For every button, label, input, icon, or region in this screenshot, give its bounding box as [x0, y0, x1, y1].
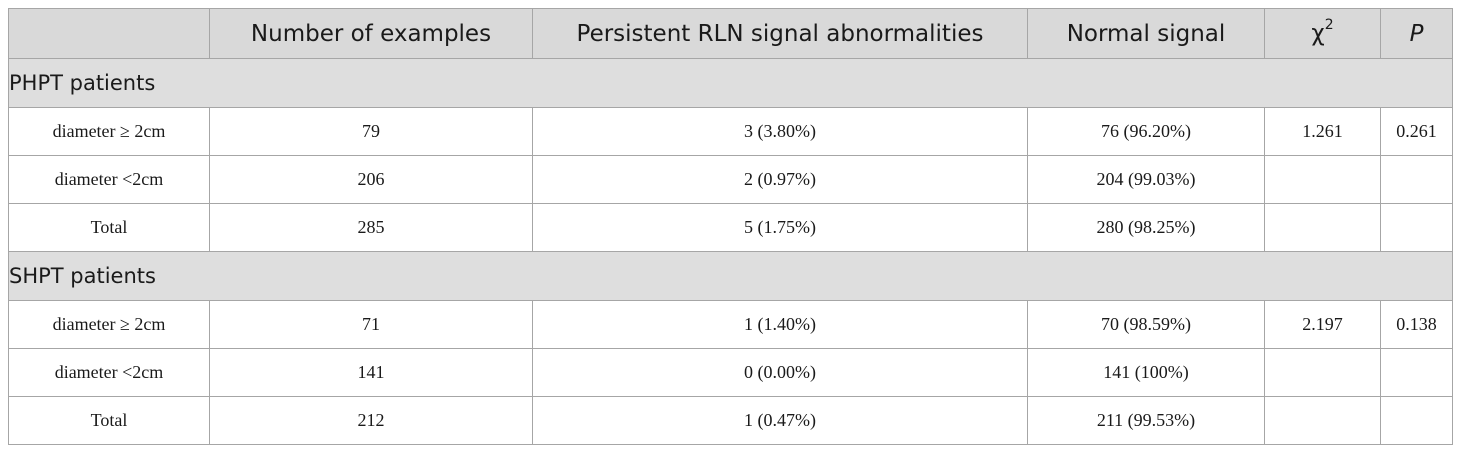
- cell-p-value: [1380, 348, 1453, 397]
- cell-p-value: [1380, 396, 1453, 445]
- header-row: Number of examples Persistent RLN signal…: [8, 8, 1453, 59]
- cell-normal-signal: 204 (99.03%): [1027, 155, 1265, 204]
- cell-persistent-rln: 5 (1.75%): [532, 203, 1028, 252]
- section-row-shpt: SHPT patients: [8, 251, 1453, 301]
- cell-persistent-rln: 2 (0.97%): [532, 155, 1028, 204]
- cell-normal-signal: 141 (100%): [1027, 348, 1265, 397]
- row-label: Total: [8, 396, 210, 445]
- section-title: SHPT patients: [8, 251, 1453, 301]
- cell-persistent-rln: 1 (1.40%): [532, 300, 1028, 349]
- row-label: diameter <2cm: [8, 155, 210, 204]
- cell-persistent-rln: 3 (3.80%): [532, 107, 1028, 156]
- cell-p-value: 0.261: [1380, 107, 1453, 156]
- cell-chi-square: [1264, 348, 1381, 397]
- chi-superscript: 2: [1324, 17, 1334, 34]
- row-label: diameter ≥ 2cm: [8, 300, 210, 349]
- cell-number-of-examples: 141: [209, 348, 533, 397]
- table-row: diameter <2cm 141 0 (0.00%) 141 (100%): [8, 348, 1453, 397]
- cell-number-of-examples: 71: [209, 300, 533, 349]
- row-label: Total: [8, 203, 210, 252]
- cell-normal-signal: 280 (98.25%): [1027, 203, 1265, 252]
- cell-number-of-examples: 79: [209, 107, 533, 156]
- cell-chi-square: [1264, 155, 1381, 204]
- header-persistent-rln-signal: Persistent RLN signal abnormalities: [532, 8, 1028, 59]
- table-row: Total 212 1 (0.47%) 211 (99.53%): [8, 396, 1453, 445]
- cell-chi-square: 1.261: [1264, 107, 1381, 156]
- cell-number-of-examples: 285: [209, 203, 533, 252]
- row-label: diameter <2cm: [8, 348, 210, 397]
- cell-chi-square: 2.197: [1264, 300, 1381, 349]
- header-p-value: P: [1380, 8, 1453, 59]
- cell-normal-signal: 211 (99.53%): [1027, 396, 1265, 445]
- cell-p-value: [1380, 155, 1453, 204]
- cell-normal-signal: 76 (96.20%): [1027, 107, 1265, 156]
- section-title: PHPT patients: [8, 58, 1453, 108]
- table-row: diameter <2cm 206 2 (0.97%) 204 (99.03%): [8, 155, 1453, 204]
- cell-p-value: 0.138: [1380, 300, 1453, 349]
- header-number-of-examples: Number of examples: [209, 8, 533, 59]
- row-label: diameter ≥ 2cm: [8, 107, 210, 156]
- header-chi-square: χ2: [1264, 8, 1381, 59]
- chi-symbol: χ: [1311, 20, 1325, 47]
- table-row: diameter ≥ 2cm 79 3 (3.80%) 76 (96.20%) …: [8, 107, 1453, 156]
- cell-normal-signal: 70 (98.59%): [1027, 300, 1265, 349]
- cell-number-of-examples: 206: [209, 155, 533, 204]
- cell-number-of-examples: 212: [209, 396, 533, 445]
- cell-chi-square: [1264, 203, 1381, 252]
- table-row: diameter ≥ 2cm 71 1 (1.40%) 70 (98.59%) …: [8, 300, 1453, 349]
- section-row-phpt: PHPT patients: [8, 58, 1453, 108]
- cell-persistent-rln: 1 (0.47%): [532, 396, 1028, 445]
- header-cell-empty: [8, 8, 210, 59]
- header-normal-signal: Normal signal: [1027, 8, 1265, 59]
- cell-chi-square: [1264, 396, 1381, 445]
- cell-p-value: [1380, 203, 1453, 252]
- results-table: Number of examples Persistent RLN signal…: [8, 8, 1453, 445]
- cell-persistent-rln: 0 (0.00%): [532, 348, 1028, 397]
- table-row: Total 285 5 (1.75%) 280 (98.25%): [8, 203, 1453, 252]
